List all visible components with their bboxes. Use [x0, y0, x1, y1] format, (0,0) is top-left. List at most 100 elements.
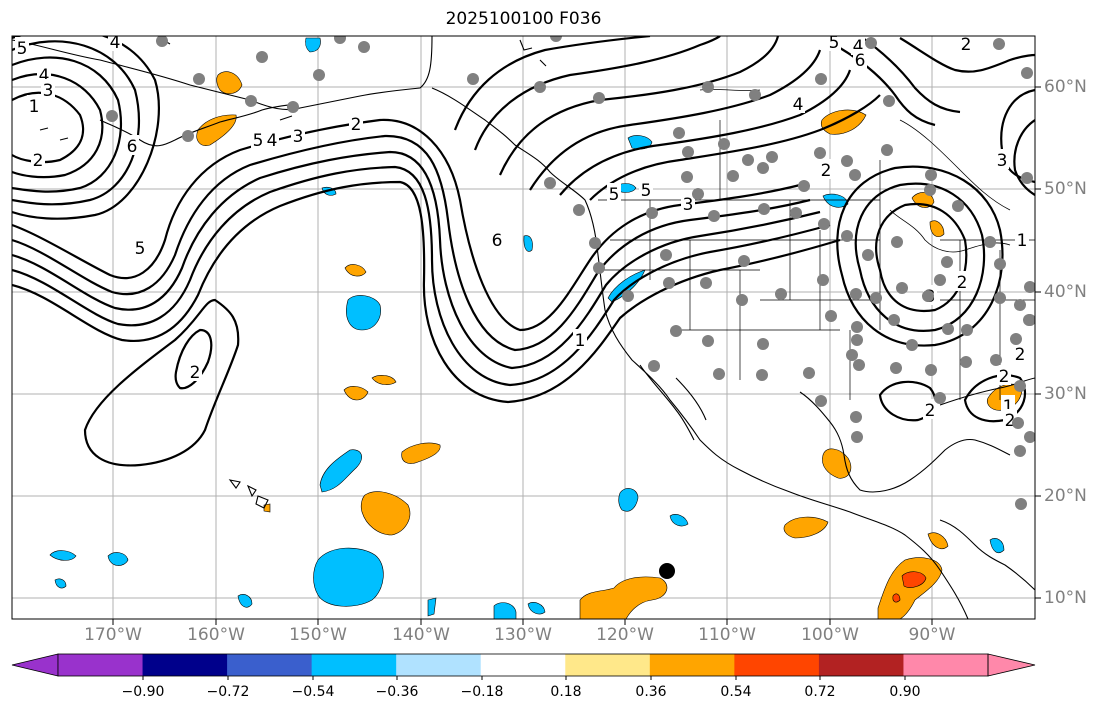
positive-anomaly-patch	[196, 114, 237, 146]
colorbar-tick-label: −0.18	[460, 684, 504, 700]
contour-label: 5	[17, 39, 28, 59]
positive-anomaly-patch	[927, 532, 949, 549]
latitude-label: 40°N	[1044, 282, 1087, 302]
longitude-label: 120°W	[596, 625, 654, 645]
contour-label: 4	[267, 131, 278, 151]
contour-label: 2	[33, 151, 44, 171]
contour-label: 3	[293, 127, 304, 147]
station-dot	[817, 274, 829, 286]
contour-label: 2	[925, 401, 936, 421]
station-dot	[851, 321, 863, 333]
longitude-label: 140°W	[392, 625, 450, 645]
longitude-label: 150°W	[289, 625, 347, 645]
station-dot	[883, 95, 895, 107]
station-dot	[1021, 67, 1033, 79]
contour-label: 5	[135, 239, 146, 259]
station-dot	[738, 255, 750, 267]
station-dot	[593, 262, 605, 274]
station-dot	[952, 200, 964, 212]
negative-anomaly-patch	[493, 602, 517, 619]
station-dot	[984, 236, 996, 248]
station-dot	[692, 188, 704, 200]
station-dot	[803, 367, 815, 379]
station-dot	[718, 138, 730, 150]
station-dot	[851, 431, 863, 443]
latitude-label: 50°N	[1044, 179, 1087, 199]
station-dot	[702, 335, 714, 347]
station-dot	[993, 38, 1005, 50]
station-dot	[673, 127, 685, 139]
colorbar-tick-label: 0.36	[635, 684, 667, 700]
latitude-label: 30°N	[1044, 384, 1087, 404]
station-dot	[841, 230, 853, 242]
station-dot	[825, 310, 837, 322]
station-dot	[853, 359, 865, 371]
colorbar-tick-label: 0.54	[720, 684, 752, 700]
positive-anomaly-patch	[892, 593, 901, 603]
contour-label: 1	[1017, 231, 1028, 251]
station-dot	[573, 204, 585, 216]
negative-anomaly-patch	[822, 193, 849, 208]
station-dot	[994, 258, 1006, 270]
station-dot	[727, 170, 739, 182]
station-dot	[942, 323, 954, 335]
colorbar-tick-label: 0.18	[550, 684, 582, 700]
station-dot	[670, 325, 682, 337]
station-dot	[960, 356, 972, 368]
station-dot	[106, 110, 118, 122]
contour-label: 6	[855, 51, 866, 71]
negative-anomaly-patch	[989, 538, 1005, 553]
contour-label: 5	[609, 185, 620, 205]
anomaly-fills	[49, 37, 1023, 619]
station-dot	[182, 130, 194, 142]
colorbar-tick-label: −0.54	[291, 684, 335, 700]
station-dot	[766, 151, 778, 163]
colorbar	[11, 653, 1036, 680]
contour-label: 3	[43, 81, 54, 101]
contour-label: 1	[29, 97, 40, 117]
colorbar-tick-label: −0.90	[121, 684, 165, 700]
storm-center-marker	[659, 563, 675, 579]
station-dot	[815, 73, 827, 85]
negative-anomaly-patch	[237, 594, 253, 608]
station-dot	[534, 81, 546, 93]
station-dot	[593, 92, 605, 104]
station-dot	[736, 294, 748, 306]
positive-anomaly-patch	[360, 491, 411, 536]
station-dot	[287, 101, 299, 113]
station-dot	[622, 290, 634, 302]
contour-label: 6	[492, 231, 503, 251]
latitude-label: 10°N	[1044, 588, 1087, 608]
negative-anomaly-patch	[527, 602, 546, 615]
contour-label: 1	[1003, 397, 1014, 417]
graticule	[12, 36, 1035, 619]
station-dot	[757, 338, 769, 350]
station-dot	[1014, 299, 1026, 311]
station-dot	[922, 290, 934, 302]
contour-label: 3	[997, 151, 1008, 171]
colorbar-segment	[649, 654, 735, 676]
station-dot	[1024, 281, 1035, 293]
colorbar-segment	[903, 654, 989, 676]
station-dot	[790, 207, 802, 219]
positive-anomaly-patch	[401, 442, 441, 464]
negative-anomaly-patch	[523, 235, 533, 252]
positive-anomaly-patch	[344, 264, 367, 277]
station-dot	[1010, 333, 1022, 345]
station-dot	[775, 288, 787, 300]
positive-anomaly-patch	[783, 516, 829, 539]
longitude-label: 130°W	[494, 625, 552, 645]
station-dot	[934, 274, 946, 286]
colorbar-extend-high	[987, 653, 1036, 677]
contour-label: 2	[821, 161, 832, 181]
longitude-label: 160°W	[187, 625, 245, 645]
colorbar-segment	[565, 654, 651, 676]
station-dot	[708, 210, 720, 222]
station-dot	[1021, 172, 1033, 184]
station-dot	[1024, 314, 1035, 326]
station-dot	[849, 169, 861, 181]
contour-label: 5	[829, 33, 840, 53]
station-dot	[682, 146, 694, 158]
station-dot	[544, 177, 556, 189]
contour-label: 2	[961, 35, 972, 55]
